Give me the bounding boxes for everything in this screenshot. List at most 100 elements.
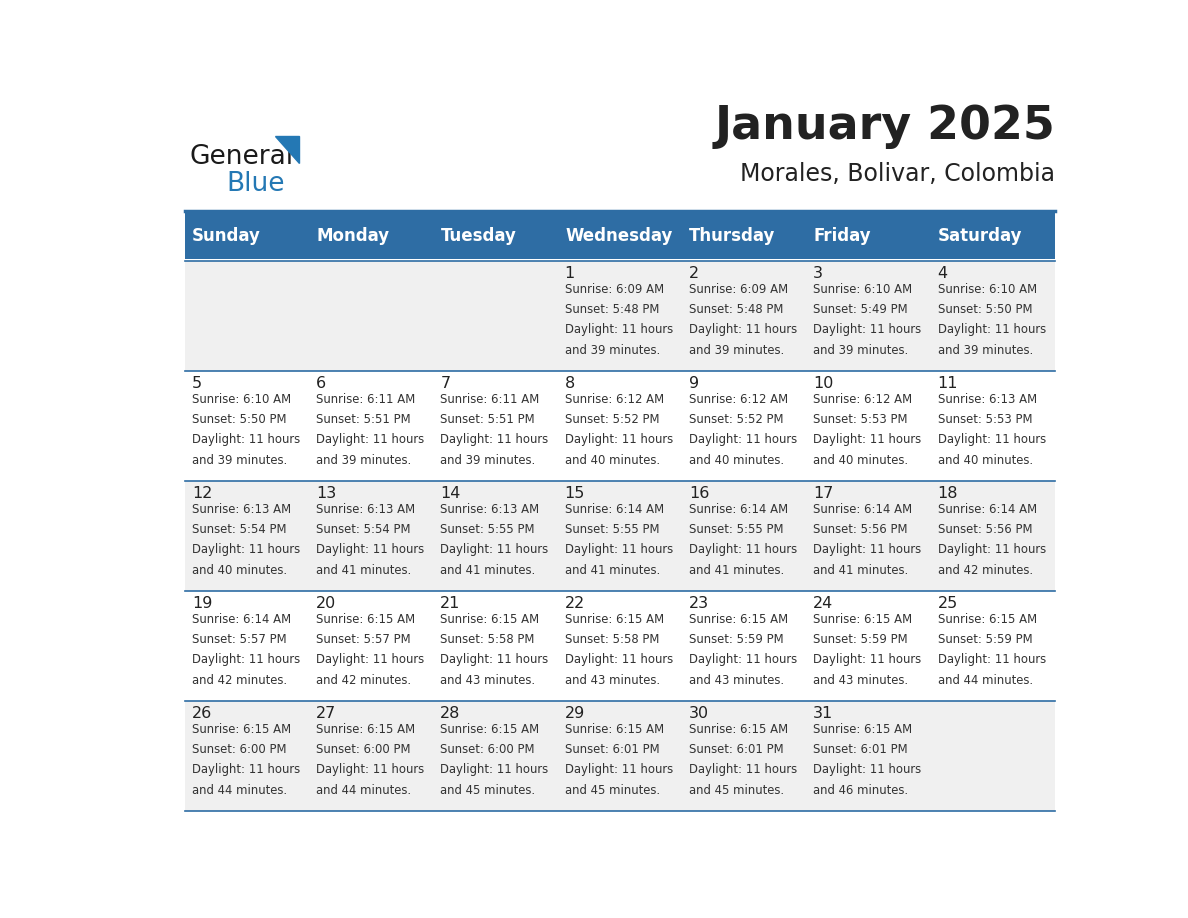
Text: 7: 7 [441,375,450,391]
Text: and 46 minutes.: and 46 minutes. [814,784,909,797]
Text: Sunrise: 6:13 AM: Sunrise: 6:13 AM [441,503,539,516]
Text: Sunset: 6:00 PM: Sunset: 6:00 PM [316,743,411,756]
Text: and 42 minutes.: and 42 minutes. [937,564,1032,577]
Text: Daylight: 11 hours: Daylight: 11 hours [191,543,299,556]
Text: Daylight: 11 hours: Daylight: 11 hours [564,543,672,556]
Text: Daylight: 11 hours: Daylight: 11 hours [689,543,797,556]
Text: Sunset: 5:59 PM: Sunset: 5:59 PM [689,633,784,646]
Text: Daylight: 11 hours: Daylight: 11 hours [191,763,299,777]
Text: 23: 23 [689,596,709,610]
Text: 9: 9 [689,375,699,391]
Text: Sunrise: 6:15 AM: Sunrise: 6:15 AM [441,612,539,625]
Text: and 45 minutes.: and 45 minutes. [564,784,659,797]
Text: and 39 minutes.: and 39 minutes. [316,453,411,466]
FancyBboxPatch shape [185,372,1055,481]
Text: and 43 minutes.: and 43 minutes. [814,674,909,687]
Text: and 39 minutes.: and 39 minutes. [441,453,536,466]
Text: Sunrise: 6:15 AM: Sunrise: 6:15 AM [814,612,912,625]
Text: Sunset: 5:58 PM: Sunset: 5:58 PM [564,633,659,646]
Text: 27: 27 [316,706,336,721]
Text: Daylight: 11 hours: Daylight: 11 hours [564,763,672,777]
Text: Sunrise: 6:15 AM: Sunrise: 6:15 AM [814,722,912,735]
Text: 24: 24 [814,596,834,610]
Text: Sunrise: 6:10 AM: Sunrise: 6:10 AM [814,283,912,296]
Text: 4: 4 [937,265,948,281]
FancyBboxPatch shape [185,262,1055,372]
Text: Sunrise: 6:15 AM: Sunrise: 6:15 AM [564,722,664,735]
Text: Daylight: 11 hours: Daylight: 11 hours [191,654,299,666]
Text: 18: 18 [937,486,958,500]
Text: and 40 minutes.: and 40 minutes. [564,453,659,466]
Text: Sunrise: 6:09 AM: Sunrise: 6:09 AM [564,283,664,296]
Text: Sunrise: 6:15 AM: Sunrise: 6:15 AM [191,722,291,735]
Text: Daylight: 11 hours: Daylight: 11 hours [814,543,922,556]
Text: Daylight: 11 hours: Daylight: 11 hours [814,433,922,446]
Text: Sunset: 5:58 PM: Sunset: 5:58 PM [441,633,535,646]
Text: 5: 5 [191,375,202,391]
Text: Daylight: 11 hours: Daylight: 11 hours [937,323,1045,336]
Text: 1: 1 [564,265,575,281]
Text: Sunset: 5:55 PM: Sunset: 5:55 PM [564,523,659,536]
Text: Sunrise: 6:14 AM: Sunrise: 6:14 AM [814,503,912,516]
Text: and 39 minutes.: and 39 minutes. [564,343,659,357]
Text: and 39 minutes.: and 39 minutes. [814,343,909,357]
Text: January 2025: January 2025 [714,104,1055,149]
FancyBboxPatch shape [185,701,1055,812]
Text: 17: 17 [814,486,834,500]
Text: Sunrise: 6:12 AM: Sunrise: 6:12 AM [564,393,664,406]
Text: Sunrise: 6:11 AM: Sunrise: 6:11 AM [441,393,539,406]
Text: Daylight: 11 hours: Daylight: 11 hours [814,654,922,666]
Text: 16: 16 [689,486,709,500]
Text: Sunrise: 6:12 AM: Sunrise: 6:12 AM [814,393,912,406]
Text: Daylight: 11 hours: Daylight: 11 hours [441,654,549,666]
Text: and 41 minutes.: and 41 minutes. [689,564,784,577]
Text: Sunset: 5:52 PM: Sunset: 5:52 PM [564,413,659,426]
Text: 29: 29 [564,706,584,721]
Text: Sunrise: 6:14 AM: Sunrise: 6:14 AM [689,503,788,516]
Text: Sunset: 5:54 PM: Sunset: 5:54 PM [316,523,411,536]
Text: and 43 minutes.: and 43 minutes. [441,674,536,687]
Text: Daylight: 11 hours: Daylight: 11 hours [689,654,797,666]
Text: Sunset: 5:55 PM: Sunset: 5:55 PM [441,523,535,536]
Text: Sunrise: 6:15 AM: Sunrise: 6:15 AM [316,612,415,625]
Text: and 41 minutes.: and 41 minutes. [316,564,411,577]
Text: Sunrise: 6:14 AM: Sunrise: 6:14 AM [564,503,664,516]
Text: and 43 minutes.: and 43 minutes. [564,674,659,687]
Text: and 39 minutes.: and 39 minutes. [689,343,784,357]
Text: and 44 minutes.: and 44 minutes. [937,674,1032,687]
Text: 30: 30 [689,706,709,721]
Text: Blue: Blue [227,171,285,197]
Text: 3: 3 [814,265,823,281]
Text: and 45 minutes.: and 45 minutes. [441,784,536,797]
Text: Daylight: 11 hours: Daylight: 11 hours [937,433,1045,446]
Text: and 39 minutes.: and 39 minutes. [937,343,1032,357]
Text: and 41 minutes.: and 41 minutes. [564,564,659,577]
Text: 11: 11 [937,375,958,391]
Text: Daylight: 11 hours: Daylight: 11 hours [689,763,797,777]
Text: Daylight: 11 hours: Daylight: 11 hours [814,323,922,336]
Text: Sunrise: 6:15 AM: Sunrise: 6:15 AM [937,612,1037,625]
Text: 6: 6 [316,375,327,391]
Text: Sunset: 6:00 PM: Sunset: 6:00 PM [191,743,286,756]
Text: Sunrise: 6:15 AM: Sunrise: 6:15 AM [441,722,539,735]
Text: and 43 minutes.: and 43 minutes. [689,674,784,687]
Text: Sunset: 5:55 PM: Sunset: 5:55 PM [689,523,783,536]
Text: Daylight: 11 hours: Daylight: 11 hours [191,433,299,446]
Text: Sunrise: 6:10 AM: Sunrise: 6:10 AM [191,393,291,406]
Text: Daylight: 11 hours: Daylight: 11 hours [441,433,549,446]
FancyBboxPatch shape [931,213,1055,259]
Text: Daylight: 11 hours: Daylight: 11 hours [689,433,797,446]
Text: Sunset: 5:51 PM: Sunset: 5:51 PM [441,413,535,426]
Polygon shape [274,136,298,163]
Text: Daylight: 11 hours: Daylight: 11 hours [564,433,672,446]
Text: and 42 minutes.: and 42 minutes. [191,674,286,687]
Text: Daylight: 11 hours: Daylight: 11 hours [564,654,672,666]
Text: Sunset: 5:53 PM: Sunset: 5:53 PM [937,413,1032,426]
FancyBboxPatch shape [682,213,807,259]
Text: Sunset: 5:56 PM: Sunset: 5:56 PM [814,523,908,536]
Text: Sunset: 5:50 PM: Sunset: 5:50 PM [937,303,1032,316]
Text: 2: 2 [689,265,699,281]
Text: Sunrise: 6:13 AM: Sunrise: 6:13 AM [937,393,1037,406]
Text: 21: 21 [441,596,461,610]
Text: Sunset: 5:48 PM: Sunset: 5:48 PM [689,303,783,316]
